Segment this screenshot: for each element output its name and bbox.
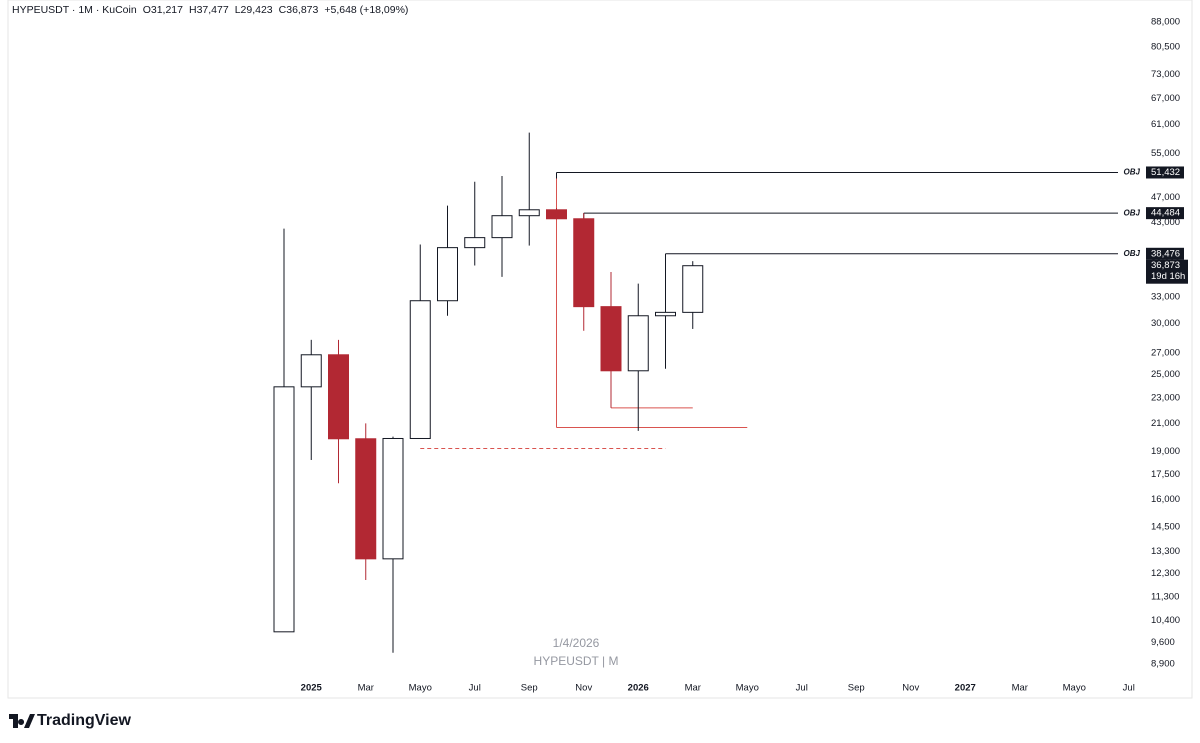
target-label: OBJ — [1124, 208, 1141, 217]
x-tick-label: Jul — [1123, 683, 1135, 694]
target-box — [1146, 207, 1184, 220]
y-tick-label: 14,500 — [1151, 522, 1180, 533]
x-tick-label: Sep — [521, 683, 538, 694]
x-tick-label: Jul — [469, 683, 481, 694]
header-value: C36,873 — [279, 4, 319, 16]
x-tick-label: Mayo — [736, 683, 759, 694]
candle-body — [300, 354, 322, 388]
header-value: L29,423 — [235, 4, 273, 16]
x-tick-label: Mar — [1012, 683, 1028, 694]
plot-frame — [7, 0, 1193, 699]
x-tick-label: Nov — [575, 683, 592, 694]
y-tick-label: 47,000 — [1151, 192, 1180, 203]
target-label: OBJ — [1124, 168, 1141, 177]
y-tick-label: 61,000 — [1151, 119, 1180, 130]
y-tick-label: 8,900 — [1151, 658, 1175, 669]
header-change: +5,648 (+18,09%) — [324, 4, 408, 16]
x-tick-label: Jul — [796, 683, 808, 694]
target-box — [1146, 166, 1184, 179]
x-tick-label: Sep — [848, 683, 865, 694]
header-value: H37,477 — [189, 4, 229, 16]
y-tick-label: 30,000 — [1151, 318, 1180, 329]
y-tick-label: 80,500 — [1151, 42, 1180, 53]
candle-body — [682, 265, 704, 313]
target-value: 38,476 — [1151, 248, 1180, 259]
logo-icon — [9, 714, 35, 728]
y-tick-label: 13,300 — [1151, 546, 1180, 557]
target-label: OBJ — [1124, 249, 1141, 258]
candle-body — [409, 300, 431, 439]
y-tick-label: 73,000 — [1151, 69, 1180, 80]
y-tick-label: 43,000 — [1151, 217, 1180, 228]
candle-body — [437, 247, 458, 302]
target-box — [1146, 247, 1184, 260]
candle-body — [600, 306, 622, 372]
y-tick-label: 67,000 — [1151, 93, 1180, 104]
candle-body — [382, 437, 404, 560]
y-tick-label: 12,300 — [1151, 568, 1180, 579]
last-price-box — [1146, 259, 1188, 284]
candle-body — [328, 354, 349, 440]
watermark: HYPEUSDT | M — [534, 654, 619, 668]
target-value: 51,432 — [1151, 167, 1180, 178]
y-tick-label: 10,400 — [1151, 615, 1180, 626]
chart-title: HYPEUSDT · 1M · KuCoin — [12, 4, 137, 16]
x-tick-label: Mayo — [1063, 683, 1086, 694]
y-tick-label: 21,000 — [1151, 418, 1180, 429]
y-tick-label: 88,000 — [1151, 17, 1180, 28]
last-price-label: 36,873 — [1151, 260, 1180, 271]
x-tick-label: Nov — [902, 683, 919, 694]
x-tick-label: 2027 — [955, 683, 976, 694]
header: HYPEUSDT · 1M · KuCoin O31,217 H37,477 L29… — [12, 4, 408, 16]
y-tick-label: 17,500 — [1151, 469, 1180, 480]
candle-body — [518, 209, 540, 217]
y-tick-label: 33,000 — [1151, 291, 1180, 302]
watermark: 1/4/2026 — [553, 636, 600, 650]
x-tick-label: Mayo — [409, 683, 432, 694]
y-tick-label: 9,600 — [1151, 637, 1175, 648]
y-tick-label: 11,300 — [1151, 592, 1179, 603]
candle-body — [355, 438, 377, 560]
candle-body — [273, 386, 295, 633]
y-tick-label: 23,000 — [1151, 392, 1180, 403]
target-value: 44,484 — [1151, 208, 1180, 219]
brand-logo: TradingView — [9, 712, 132, 729]
y-tick-label: 55,000 — [1151, 148, 1180, 159]
candle-body — [573, 218, 595, 308]
y-tick-label: 27,000 — [1151, 348, 1180, 359]
candle-body — [627, 315, 649, 372]
brand: TradingView — [37, 712, 132, 729]
countdown: 19d 16h — [1151, 271, 1185, 282]
candle-body — [655, 311, 676, 317]
candle-body — [464, 237, 486, 249]
x-tick-label: 2026 — [628, 683, 649, 694]
x-tick-label: 2025 — [301, 683, 323, 694]
y-tick-label: 16,000 — [1151, 494, 1180, 505]
candle-body — [546, 209, 567, 220]
x-tick-label: Mar — [358, 683, 374, 694]
candle-body — [491, 215, 513, 239]
x-tick-label: Mar — [685, 683, 701, 694]
y-tick-label: 25,000 — [1151, 369, 1180, 380]
header-value: O31,217 — [143, 4, 183, 16]
y-tick-label: 19,000 — [1151, 446, 1180, 457]
